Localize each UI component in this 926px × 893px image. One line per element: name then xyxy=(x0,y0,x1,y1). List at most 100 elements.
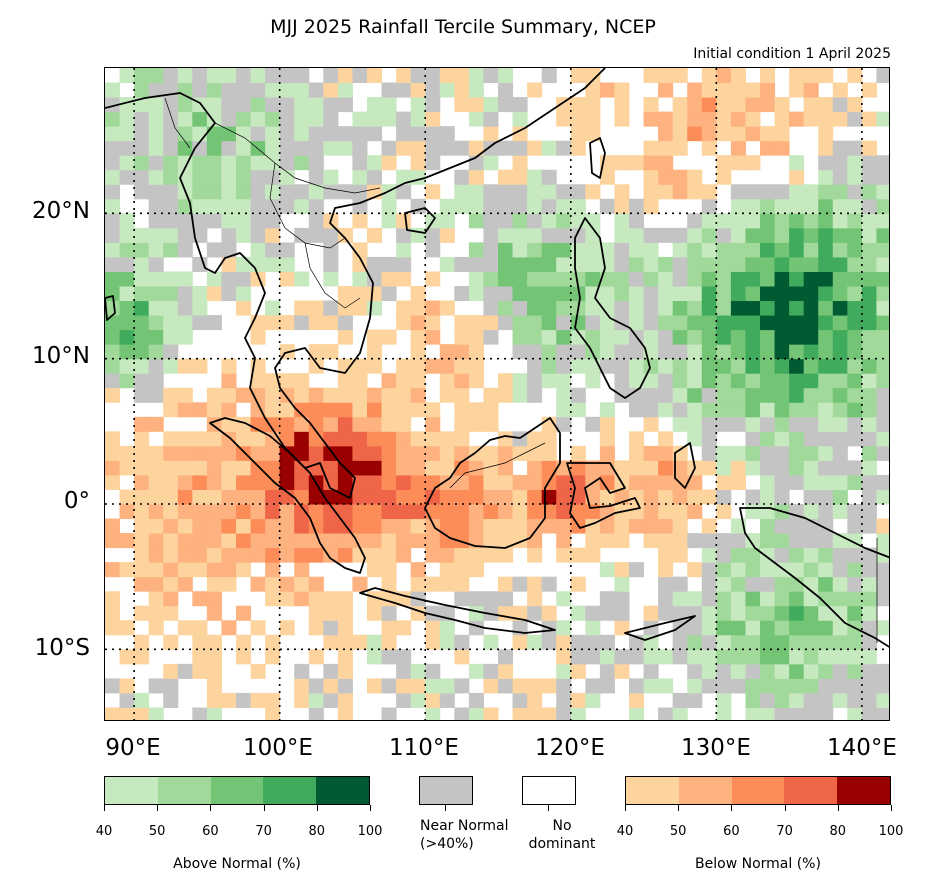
tercile-cell xyxy=(206,663,222,679)
tercile-cell xyxy=(774,460,790,476)
tercile-cell xyxy=(323,315,339,331)
tercile-cell xyxy=(687,271,703,287)
tercile-cell xyxy=(803,678,819,694)
tercile-cell xyxy=(861,169,877,185)
tercile-cell xyxy=(498,242,514,258)
tercile-cell xyxy=(192,126,208,142)
tercile-cell xyxy=(687,620,703,636)
tercile-cell xyxy=(323,387,339,403)
tercile-cell xyxy=(876,300,889,316)
tercile-cell xyxy=(236,474,252,490)
tercile-cell xyxy=(818,431,834,447)
tercile-cell xyxy=(352,358,368,374)
tercile-cell xyxy=(163,111,179,127)
tercile-cell xyxy=(105,97,121,113)
tercile-cell xyxy=(760,692,776,708)
tercile-cell xyxy=(585,329,601,345)
tercile-cell xyxy=(643,169,659,185)
tercile-cell xyxy=(236,416,252,432)
tercile-cell xyxy=(206,97,222,113)
tercile-cell xyxy=(818,576,834,592)
tercile-cell xyxy=(454,518,470,534)
tercile-cell xyxy=(148,300,164,316)
tercile-cell xyxy=(352,140,368,156)
tercile-cell xyxy=(556,489,572,505)
tercile-cell xyxy=(614,111,630,127)
tercile-cell xyxy=(701,489,717,505)
tercile-cell xyxy=(250,242,266,258)
tercile-cell xyxy=(367,329,383,345)
tercile-cell xyxy=(265,227,281,243)
tercile-cell xyxy=(367,286,383,302)
tercile-cell xyxy=(206,562,222,578)
tercile-cell xyxy=(265,474,281,490)
tercile-cell xyxy=(352,402,368,418)
lon-label-90e: 90°E xyxy=(105,735,161,761)
tercile-cell xyxy=(760,445,776,461)
tercile-cell xyxy=(832,387,848,403)
tercile-cell xyxy=(134,489,150,505)
tercile-cell xyxy=(250,68,266,84)
tercile-cell xyxy=(468,562,484,578)
tercile-cell xyxy=(876,445,889,461)
tercile-cell xyxy=(454,256,470,272)
tercile-cell xyxy=(105,358,121,374)
tercile-cell xyxy=(818,474,834,490)
tercile-cell xyxy=(367,605,383,621)
tercile-cell xyxy=(105,474,121,490)
tercile-cell xyxy=(454,678,470,694)
tercile-cell xyxy=(541,460,557,476)
tercile-cell xyxy=(294,155,310,171)
tercile-cell xyxy=(730,315,746,331)
tercile-cell xyxy=(236,649,252,665)
tercile-cell xyxy=(163,213,179,229)
tercile-cell xyxy=(425,678,441,694)
tercile-cell xyxy=(527,213,543,229)
near-normal-caption-line2: (>40%) xyxy=(420,836,474,852)
tercile-cell xyxy=(541,300,557,316)
tercile-cell xyxy=(439,460,455,476)
tercile-cell xyxy=(206,707,222,720)
tercile-cell xyxy=(410,474,426,490)
tercile-cell xyxy=(425,126,441,142)
tercile-cell xyxy=(745,329,761,345)
tercile-cell xyxy=(119,126,135,142)
tercile-cell xyxy=(512,213,528,229)
tercile-cell xyxy=(832,402,848,418)
tercile-cell xyxy=(163,504,179,520)
tercile-cell xyxy=(323,460,339,476)
tercile-cell xyxy=(221,169,237,185)
tercile-cell xyxy=(337,82,353,98)
tercile-cell xyxy=(265,634,281,650)
tercile-cell xyxy=(265,126,281,142)
tercile-cell xyxy=(337,445,353,461)
tercile-cell xyxy=(629,227,645,243)
tercile-cell xyxy=(221,97,237,113)
tercile-cell xyxy=(527,474,543,490)
tercile-cell xyxy=(570,692,586,708)
tercile-cell xyxy=(643,300,659,316)
tercile-cell xyxy=(716,68,732,84)
tercile-cell xyxy=(861,300,877,316)
tercile-cell xyxy=(410,169,426,185)
tercile-cell xyxy=(337,286,353,302)
tercile-cell xyxy=(352,198,368,214)
tercile-cell xyxy=(789,213,805,229)
tercile-cell xyxy=(570,547,586,563)
tercile-cell xyxy=(337,373,353,389)
tercile-cell xyxy=(279,576,295,592)
tercile-cell xyxy=(789,198,805,214)
tercile-cell xyxy=(643,68,659,84)
tercile-cell xyxy=(468,198,484,214)
tercile-cell xyxy=(774,256,790,272)
tercile-cell xyxy=(265,184,281,200)
tercile-cell xyxy=(760,68,776,84)
tercile-cell xyxy=(367,474,383,490)
tercile-cell xyxy=(323,184,339,200)
tercile-cell xyxy=(134,387,150,403)
tercile-cell xyxy=(439,620,455,636)
above-normal-tick-mark xyxy=(157,805,159,811)
above-normal-tick-mark xyxy=(370,805,371,811)
tercile-cell xyxy=(570,460,586,476)
tercile-cell xyxy=(148,460,164,476)
